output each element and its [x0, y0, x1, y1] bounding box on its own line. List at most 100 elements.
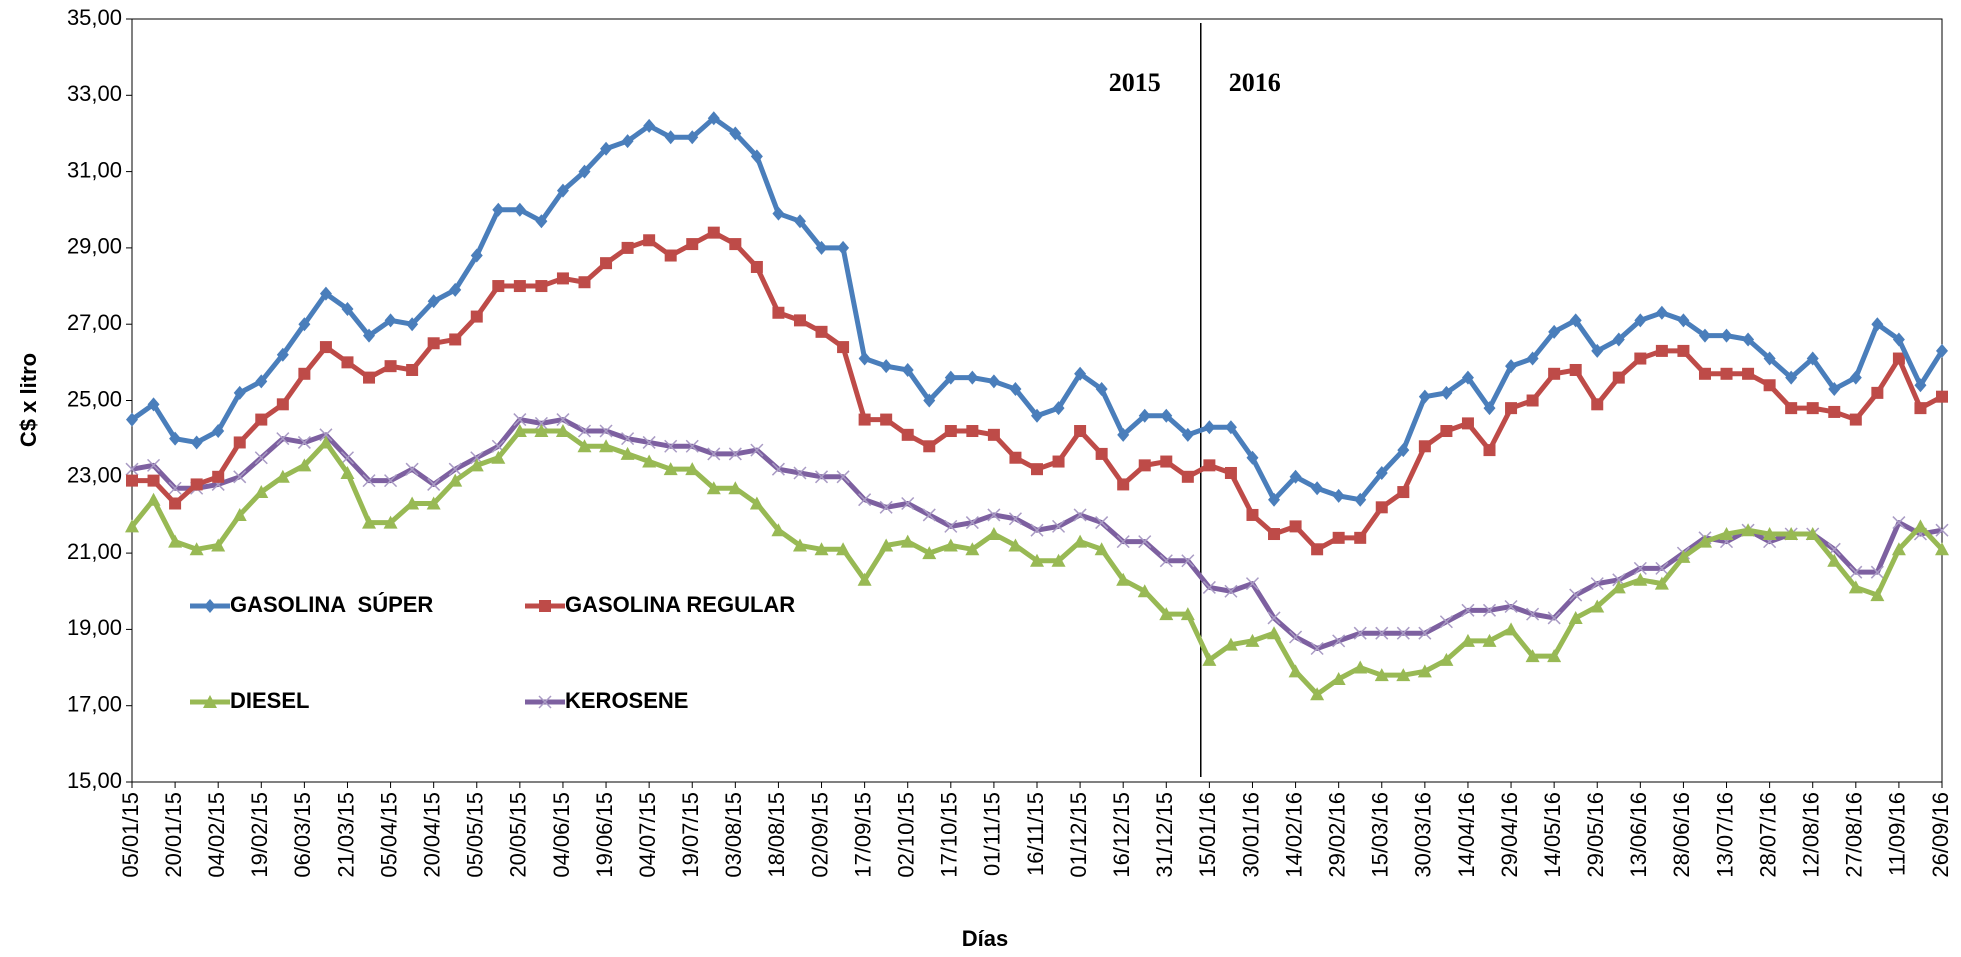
- marker: [1138, 408, 1151, 423]
- marker: [190, 478, 203, 491]
- marker: [512, 424, 527, 438]
- x-tick-label: 19/02/15: [247, 792, 272, 878]
- marker: [276, 398, 289, 411]
- marker: [943, 538, 958, 552]
- marker: [384, 313, 397, 328]
- marker: [987, 508, 1001, 522]
- marker: [771, 523, 786, 537]
- marker: [901, 428, 914, 441]
- y-tick-label: 21,00: [67, 539, 122, 564]
- marker: [1331, 671, 1346, 685]
- marker: [147, 474, 160, 487]
- marker: [1073, 508, 1087, 522]
- marker: [212, 470, 225, 483]
- marker: [362, 515, 377, 529]
- series: [126, 111, 1948, 507]
- marker: [1655, 561, 1669, 575]
- marker: [1289, 630, 1303, 644]
- marker: [1633, 572, 1648, 586]
- marker: [1031, 408, 1043, 423]
- marker: [254, 485, 269, 499]
- x-tick-label: 29/02/16: [1324, 792, 1349, 878]
- marker: [837, 341, 850, 354]
- marker: [1612, 371, 1625, 384]
- marker: [1245, 633, 1260, 647]
- marker: [1030, 553, 1044, 567]
- marker: [491, 450, 506, 464]
- marker: [664, 130, 677, 145]
- marker: [276, 347, 289, 362]
- marker: [1892, 516, 1906, 530]
- marker: [555, 424, 570, 438]
- marker: [1697, 534, 1712, 548]
- marker: [126, 412, 138, 427]
- marker: [1634, 313, 1647, 328]
- marker: [318, 435, 333, 449]
- marker: [707, 111, 720, 126]
- marker: [211, 538, 226, 552]
- y-tick-label: 35,00: [67, 5, 122, 30]
- marker: [1526, 351, 1539, 366]
- marker: [448, 473, 463, 487]
- marker: [1526, 394, 1539, 407]
- marker: [944, 370, 957, 385]
- marker: [298, 317, 311, 332]
- marker: [1891, 542, 1906, 556]
- marker: [1289, 469, 1302, 484]
- marker: [204, 599, 216, 613]
- marker: [1440, 425, 1453, 438]
- marker: [1612, 332, 1625, 347]
- marker: [1871, 386, 1884, 399]
- marker: [232, 507, 247, 521]
- marker: [1719, 527, 1734, 541]
- marker: [535, 280, 548, 293]
- marker: [1202, 652, 1217, 666]
- marker: [1267, 611, 1281, 625]
- marker: [1677, 344, 1690, 357]
- series-line: [130, 115, 1945, 503]
- marker: [577, 424, 592, 438]
- marker: [923, 440, 936, 453]
- marker: [1375, 501, 1388, 514]
- x-axis-title: Días: [962, 926, 1008, 951]
- marker: [578, 164, 591, 179]
- marker: [1223, 637, 1238, 651]
- y-tick-label: 25,00: [67, 386, 122, 411]
- marker: [341, 301, 354, 316]
- marker: [341, 356, 354, 369]
- marker: [340, 465, 355, 479]
- x-tick-label: 19/07/15: [678, 792, 703, 878]
- marker: [1310, 641, 1324, 656]
- x-tick-label: 02/10/15: [894, 792, 919, 878]
- y-tick-label: 29,00: [67, 234, 122, 259]
- marker: [168, 534, 183, 548]
- marker: [1030, 523, 1044, 537]
- marker: [1849, 565, 1863, 579]
- marker: [1526, 607, 1540, 621]
- x-tick-label: 30/03/16: [1411, 792, 1436, 878]
- marker: [987, 428, 1000, 441]
- marker: [513, 413, 527, 427]
- marker: [1094, 542, 1109, 556]
- marker: [663, 462, 678, 476]
- marker: [1505, 402, 1518, 415]
- marker: [1138, 459, 1151, 472]
- marker: [427, 294, 440, 309]
- marker: [169, 497, 182, 510]
- x-tick-label: 01/11/15: [980, 792, 1005, 876]
- marker: [1074, 425, 1087, 438]
- marker: [1181, 554, 1195, 568]
- marker: [1655, 305, 1668, 320]
- marker: [621, 241, 634, 254]
- marker: [1633, 561, 1647, 575]
- marker: [448, 462, 462, 476]
- marker: [1892, 332, 1905, 347]
- x-tick-label: 05/04/15: [376, 792, 401, 878]
- marker: [1742, 332, 1755, 347]
- marker: [1116, 572, 1131, 586]
- marker: [707, 226, 720, 239]
- marker: [1375, 465, 1388, 480]
- marker: [729, 126, 742, 141]
- marker: [643, 118, 656, 133]
- marker: [406, 317, 419, 332]
